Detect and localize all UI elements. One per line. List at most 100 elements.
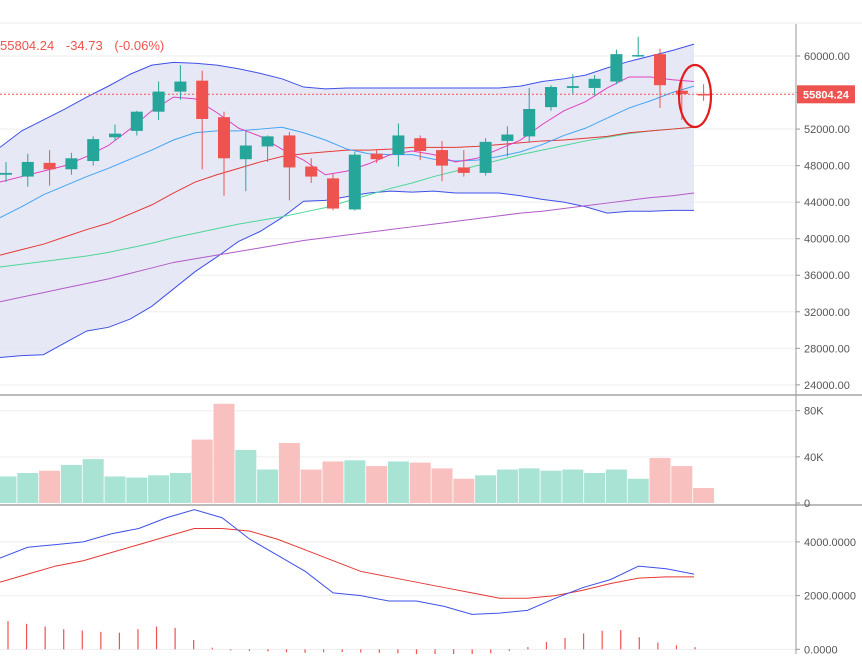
- volume-bar: [104, 476, 126, 503]
- ma-blue-line: [0, 85, 695, 219]
- candle: [130, 110, 143, 136]
- candle: [152, 81, 165, 120]
- candle-body: [348, 154, 361, 210]
- moving-averages: [0, 76, 695, 303]
- candle: [479, 138, 492, 176]
- candle-body: [305, 166, 318, 177]
- price-tick-label: 28000.00: [804, 343, 850, 355]
- highlight-circle: [677, 63, 713, 129]
- volume-bar: [475, 475, 497, 503]
- candle: [348, 151, 361, 211]
- candle: [392, 123, 405, 167]
- candle: [610, 49, 623, 85]
- candle: [414, 135, 427, 161]
- volume-bar: [518, 468, 540, 503]
- candle: [588, 75, 601, 96]
- volume-bar: [453, 478, 475, 503]
- candle-body: [87, 139, 100, 162]
- candle: [566, 74, 579, 94]
- candle-body: [43, 162, 56, 170]
- volume-bars: [0, 403, 715, 503]
- ma-pink-line: [0, 76, 695, 183]
- macd-signal-line: [0, 527, 694, 599]
- header-price: 55804.24: [0, 38, 55, 53]
- candle-body: [566, 86, 579, 88]
- candle-body: [436, 150, 448, 166]
- ma-red-line: [0, 126, 695, 256]
- header-change: -34.73: [65, 38, 103, 53]
- candle-body: [130, 111, 143, 131]
- candle: [654, 48, 666, 109]
- candle-body: [588, 78, 601, 88]
- price-axis: 60000.0056000.0052000.0048000.0044000.00…: [795, 24, 856, 656]
- volume-bar: [496, 469, 518, 503]
- candle-body: [261, 136, 274, 147]
- candle-body: [697, 93, 710, 96]
- volume-tick-label: 40K: [804, 452, 824, 464]
- price-tick-label: 44000.00: [804, 197, 850, 209]
- volume-bar: [300, 469, 322, 503]
- volume-bar: [191, 439, 213, 503]
- candle: [327, 173, 339, 211]
- volume-bar: [148, 475, 170, 503]
- candle: [632, 36, 645, 57]
- candle-body: [327, 178, 339, 209]
- bollinger-upper-line: [0, 43, 695, 148]
- volume-bar: [278, 443, 300, 503]
- price-tick-label: 32000.00: [804, 307, 850, 319]
- volume-bar: [693, 488, 715, 503]
- ma-green-line: [0, 126, 695, 268]
- volume-bar: [671, 466, 693, 503]
- volume-tick-label: 80K: [804, 406, 824, 418]
- volume-bar: [17, 473, 39, 503]
- candle: [218, 111, 230, 196]
- candle: [174, 65, 187, 100]
- price-header: 55804.24 -34.73 (-0.06%): [0, 38, 172, 53]
- candle-body: [545, 87, 557, 108]
- candle: [457, 150, 470, 177]
- volume-bar: [60, 464, 82, 503]
- volume-bar: [605, 469, 627, 503]
- candle-body: [479, 141, 492, 173]
- candle: [65, 152, 78, 175]
- price-tick-label: 60000.00: [804, 51, 850, 63]
- candle: [501, 126, 514, 157]
- candle-body: [610, 54, 623, 82]
- candle: [196, 70, 209, 170]
- candle: [21, 153, 34, 187]
- price-tick-label: 24000.00: [804, 380, 850, 392]
- candle-body: [370, 153, 383, 160]
- volume-bar: [562, 469, 584, 503]
- volume-bar: [649, 458, 671, 503]
- volume-bar: [257, 469, 279, 503]
- candle: [43, 150, 56, 186]
- candle-body: [174, 81, 187, 92]
- candle-body: [196, 80, 209, 120]
- candle: [261, 135, 274, 162]
- candle-body: [283, 135, 296, 168]
- candle: [87, 136, 100, 166]
- candle-body: [457, 167, 470, 173]
- candle: [436, 140, 448, 182]
- volume-bar: [540, 470, 562, 503]
- volume-bar: [39, 470, 61, 503]
- candle: [523, 87, 536, 143]
- volume-bar: [82, 459, 104, 503]
- candle-body: [239, 145, 252, 160]
- candle: [370, 149, 383, 163]
- volume-bar: [169, 473, 191, 503]
- macd-lines: [0, 509, 696, 657]
- candle: [0, 161, 12, 183]
- volume-bar: [584, 473, 606, 503]
- candle: [109, 124, 121, 141]
- candle-body: [218, 117, 230, 159]
- candle-body: [0, 172, 12, 175]
- macd-tick-label: 2000.0000: [804, 591, 856, 603]
- candle-body: [675, 90, 688, 94]
- candle-body: [152, 91, 165, 112]
- header-change-pct: (-0.06%): [114, 38, 165, 53]
- bollinger-band: [0, 43, 695, 358]
- candle-body: [632, 55, 645, 57]
- volume-bar: [344, 460, 366, 503]
